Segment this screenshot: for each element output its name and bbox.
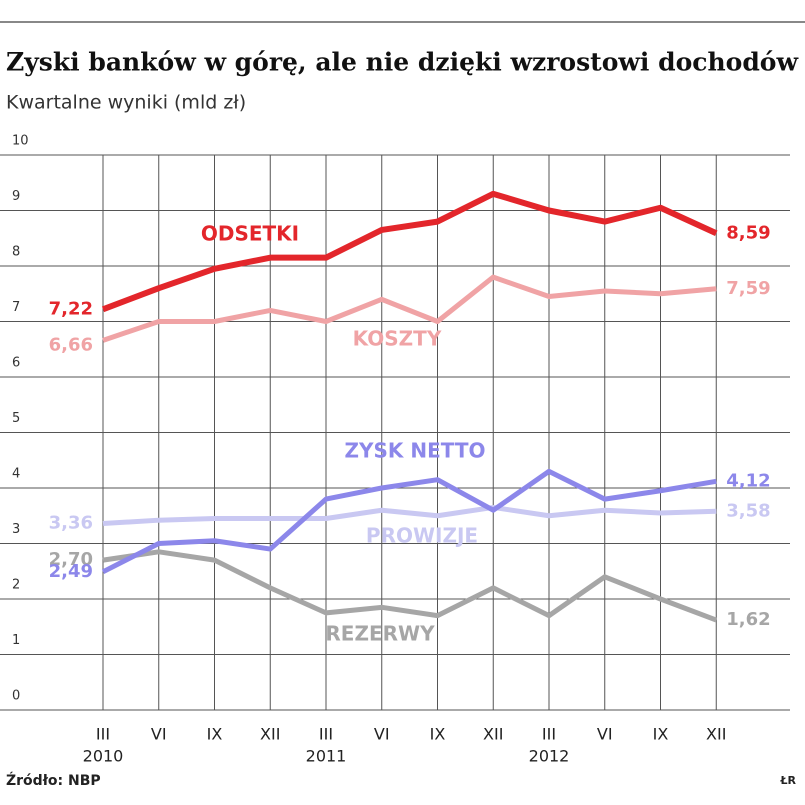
year-label: 2010 [83, 747, 124, 766]
x-tick-label: VI [597, 725, 613, 744]
y-tick-label: 5 [12, 411, 20, 426]
y-tick-label: 4 [12, 467, 20, 482]
year-label: 2011 [306, 747, 347, 766]
value-label: 3,36 [49, 513, 93, 534]
series-line [102, 504, 717, 527]
chart-subtitle: Kwartalne wyniki (mld zł) [6, 92, 246, 114]
source: Źródło: NBP [6, 771, 101, 789]
series-name: ZYSK NETTO [345, 439, 486, 463]
x-tick-label: IX [653, 725, 669, 744]
series-line [102, 274, 717, 343]
value-label: 2,70 [49, 549, 93, 570]
series-line [101, 190, 718, 313]
y-tick-label: 6 [12, 356, 20, 371]
value-label: 7,59 [726, 278, 770, 299]
x-tick-label: VI [151, 725, 167, 744]
value-label: 8,59 [726, 222, 770, 243]
x-tick-label: III [319, 725, 333, 744]
chart-title: Zyski banków w górę, ale nie dzięki wzro… [6, 48, 799, 77]
y-tick-label: 9 [12, 189, 20, 204]
y-tick-label: 2 [12, 578, 20, 593]
author: ŁR [779, 774, 796, 787]
series-name: REZERWY [325, 622, 435, 646]
y-tick-label: 3 [12, 522, 20, 537]
value-label: 2,49 [49, 561, 93, 582]
value-label: 6,66 [49, 334, 93, 355]
series-name: KOSZTY [353, 327, 442, 351]
x-tick-label: XII [260, 725, 280, 744]
x-tick-label: VI [374, 725, 390, 744]
y-tick-label: 10 [12, 134, 29, 149]
x-tick-label: XII [483, 725, 503, 744]
x-tick-label: IX [430, 725, 446, 744]
year-label: 2012 [529, 747, 570, 766]
x-tick-label: III [96, 725, 110, 744]
x-tick-label: III [542, 725, 556, 744]
x-tick-label: IX [207, 725, 223, 744]
value-label: 4,12 [726, 470, 770, 491]
value-label: 1,62 [726, 609, 770, 630]
series-line [102, 549, 718, 623]
series-name: ODSETKI [201, 222, 299, 246]
series-name: PROWIZJE [366, 524, 478, 548]
y-tick-label: 8 [12, 245, 20, 260]
y-tick-label: 7 [12, 300, 20, 315]
y-tick-label: 1 [12, 633, 20, 648]
value-label: 3,58 [726, 500, 770, 521]
x-tick-label: XII [706, 725, 726, 744]
y-tick-label: 0 [12, 689, 20, 704]
series-line [101, 468, 717, 575]
value-label: 7,22 [49, 298, 93, 319]
